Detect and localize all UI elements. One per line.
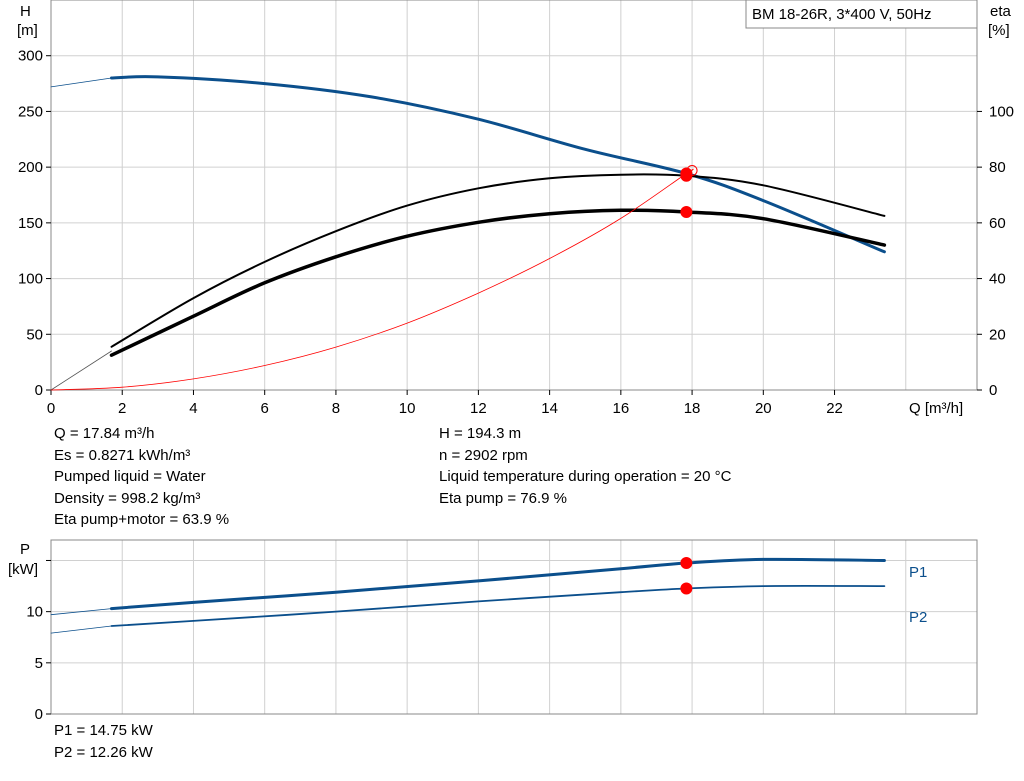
series-line-H <box>110 75 886 254</box>
operating-point-info-left: Q = 17.84 m³/h Es = 0.8271 kWh/m³ Pumped… <box>54 423 229 531</box>
y-tick-label: 150 <box>18 215 43 232</box>
y2-tick-label: 20 <box>989 326 1006 343</box>
x-tick-label: 20 <box>755 400 772 417</box>
y-tick-label: 50 <box>26 326 43 343</box>
operating-point-marker <box>680 557 693 570</box>
series-line-eta_total <box>109 208 887 357</box>
y2-tick-label: 40 <box>989 271 1006 288</box>
head-efficiency-chart: 0 50 100 150 200 250 300 0 20 40 60 80 100 0 2 4 6 8 10 12 1… <box>17 0 1014 417</box>
y-tick-label: 300 <box>18 48 43 65</box>
info-density: Density = 998.2 kg/m³ <box>54 489 201 507</box>
x-tick-label: 10 <box>399 400 416 417</box>
series-line-eta_ext <box>50 350 112 391</box>
y2-tick-label: 100 <box>989 103 1014 120</box>
plot-frame <box>50 0 978 391</box>
info-liquid-temperature: Liquid temperature during operation = 20… <box>439 468 732 485</box>
series-line-eta_pump <box>110 173 886 348</box>
series-line-P2 <box>110 584 886 627</box>
series-line-P1 <box>110 557 886 611</box>
series-label-p2: P2 <box>909 609 927 626</box>
info-speed: n = 2902 rpm <box>439 446 528 464</box>
y2-axis-label: eta <box>990 3 1012 20</box>
info-head: H = 194.3 m <box>439 425 522 442</box>
operating-point-marker <box>680 205 693 218</box>
x-tick-label: 0 <box>47 400 55 417</box>
chart-title: BM 18-26R, 3*400 V, 50Hz <box>752 6 932 23</box>
y-tick-label: 0 <box>35 382 43 399</box>
info-pumped-liquid: Pumped liquid = Water <box>54 468 206 485</box>
series-line-P2_ext <box>50 625 112 634</box>
y-axis-unit: [m] <box>17 22 38 39</box>
y2-tick-label: 80 <box>989 159 1006 176</box>
y-tick-label: 0 <box>35 706 43 723</box>
x-tick-label: 18 <box>684 400 701 417</box>
info-p1: P1 = 14.75 kW <box>54 722 153 739</box>
plot-frame <box>50 539 978 715</box>
y-tick-label: 100 <box>18 271 43 288</box>
y2-axis-unit: [%] <box>988 22 1010 39</box>
y-tick-label: 200 <box>18 159 43 176</box>
info-p2: P2 = 12.26 kW <box>54 743 153 761</box>
operating-point-marker <box>680 169 693 182</box>
y2-tick-label: 60 <box>989 215 1006 232</box>
info-eta-pump: Eta pump = 76.9 % <box>439 489 567 507</box>
x-axis-label: Q [m³/h] <box>909 400 963 417</box>
y-tick-label: 10 <box>26 604 43 621</box>
y-axis-unit: [kW] <box>8 561 38 578</box>
operating-point-info-right: H = 194.3 m n = 2902 rpm Liquid temperat… <box>439 423 731 509</box>
x-tick-label: 8 <box>332 400 340 417</box>
x-tick-label: 6 <box>261 400 269 417</box>
x-tick-label: 4 <box>189 400 197 417</box>
title-box <box>745 0 978 29</box>
power-chart: 0 5 10 P [kW] P1 P2 <box>8 539 978 723</box>
power-values: P1 = 14.75 kW P2 = 12.26 kW <box>54 720 153 763</box>
y2-tick-label: 0 <box>989 382 997 399</box>
info-flow: Q = 17.84 m³/h <box>54 425 155 442</box>
info-specific-energy: Es = 0.8271 kWh/m³ <box>54 446 191 464</box>
info-eta-pump-motor: Eta pump+motor = 63.9 % <box>54 511 230 528</box>
x-tick-label: 12 <box>470 400 487 417</box>
operating-point-marker <box>680 582 693 595</box>
x-tick-label: 22 <box>826 400 843 417</box>
y-tick-label: 250 <box>18 103 43 120</box>
y-tick-label: 5 <box>35 655 43 672</box>
x-tick-label: 2 <box>118 400 126 417</box>
y-axis-label: H <box>20 3 31 20</box>
series-line-system <box>50 168 694 391</box>
x-tick-label: 16 <box>613 400 630 417</box>
series-line-H_ext <box>50 77 112 88</box>
series-label-p1: P1 <box>909 564 927 581</box>
y-axis-label: P <box>20 541 30 558</box>
series-line-P1_ext <box>50 608 112 616</box>
x-tick-label: 14 <box>541 400 558 417</box>
